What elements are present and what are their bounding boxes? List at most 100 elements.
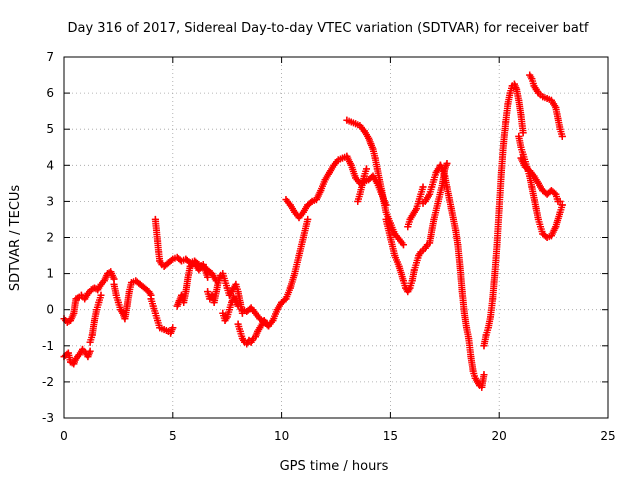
y-tick-label: 6 [46,86,54,100]
data-point [160,262,168,270]
data-point [127,279,135,287]
data-point [173,253,181,261]
data-point [219,270,227,278]
data-point [454,241,462,249]
data-point [219,309,227,317]
data-point [206,295,214,303]
data-point [391,230,399,238]
data-point [556,208,564,216]
data-point [77,291,85,299]
data-point [347,118,355,126]
data-point [517,143,525,151]
data-point [299,208,307,216]
series-segment-18 [436,161,488,391]
series-segment-5 [147,295,177,337]
data-point [539,187,547,195]
data-point [265,322,273,330]
grid-lines [64,57,608,418]
series-segment-17 [419,161,444,207]
data-point [493,241,501,249]
data-point [151,215,159,223]
data-point [450,215,458,223]
data-point [164,259,172,267]
data-point [343,152,351,160]
data-point [413,205,421,213]
series-segment-4 [110,277,155,323]
data-point [356,122,364,130]
data-point [151,309,159,317]
data-point [234,320,242,328]
data-point [378,187,386,195]
data-point [145,288,153,296]
data-point [399,277,407,285]
data-point [347,161,355,169]
data-point [304,201,312,209]
data-point [121,315,129,323]
data-point [415,197,423,205]
data-point [460,309,468,317]
data-point [167,329,175,337]
data-point [247,304,255,312]
data-point [547,232,555,240]
x-tick-labels: 0 5 10 15 20 25 [60,429,615,443]
series-segment-16 [404,183,427,231]
series-segment-21 [517,154,564,205]
data-point [463,324,471,332]
data-point [480,371,488,379]
data-point [208,291,216,299]
data-point [365,176,373,184]
series-segment-8 [204,270,246,317]
data-point [550,100,558,108]
data-point [530,82,538,90]
data-point [228,288,236,296]
data-point [517,111,525,119]
data-point [299,234,307,241]
data-point [184,273,192,281]
data-point [489,295,497,303]
data-point [526,71,534,79]
data-point [169,324,177,332]
data-point [334,156,342,164]
data-point [178,257,186,265]
data-point [480,342,488,350]
data-point [308,197,316,205]
data-point [376,176,384,184]
data-point [406,284,414,292]
data-point [125,288,133,296]
data-point [243,308,251,316]
data-point [317,187,325,195]
data-point [497,169,505,177]
data-point [519,129,527,137]
data-point [410,208,418,216]
data-point [486,313,494,321]
data-point [282,196,290,204]
data-point [214,277,222,285]
data-point [97,280,105,288]
data-point [543,95,551,103]
data-point [238,306,246,314]
data-point [234,302,242,310]
data-point [273,306,281,314]
data-point [321,176,329,184]
data-point [112,291,120,299]
data-point [521,163,529,171]
data-point [210,298,218,306]
data-point [558,201,566,209]
series-marks [60,268,118,326]
data-point [70,309,78,317]
data-point [395,262,403,270]
data-point [482,331,490,339]
data-point [278,298,286,306]
data-points [60,71,566,391]
data-point [478,383,486,391]
data-point [369,145,377,153]
data-point [117,306,125,314]
data-point [430,215,438,223]
y-tick-label: 5 [46,122,54,136]
data-point [97,291,105,299]
data-point [339,154,347,162]
y-tick-label: 2 [46,231,54,245]
series-marks [234,215,312,348]
data-point [469,367,477,375]
data-point [386,234,394,241]
